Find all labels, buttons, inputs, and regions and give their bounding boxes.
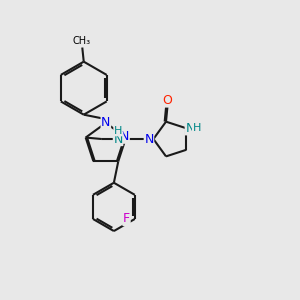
- Text: O: O: [163, 94, 172, 107]
- Text: H: H: [193, 123, 201, 133]
- Text: H: H: [114, 126, 122, 136]
- Text: N: N: [185, 122, 195, 135]
- Text: N: N: [101, 116, 110, 128]
- Text: N: N: [144, 133, 154, 146]
- Text: N: N: [113, 133, 123, 146]
- Text: N: N: [120, 130, 129, 143]
- Text: CH₃: CH₃: [73, 36, 91, 46]
- Text: F: F: [123, 212, 130, 226]
